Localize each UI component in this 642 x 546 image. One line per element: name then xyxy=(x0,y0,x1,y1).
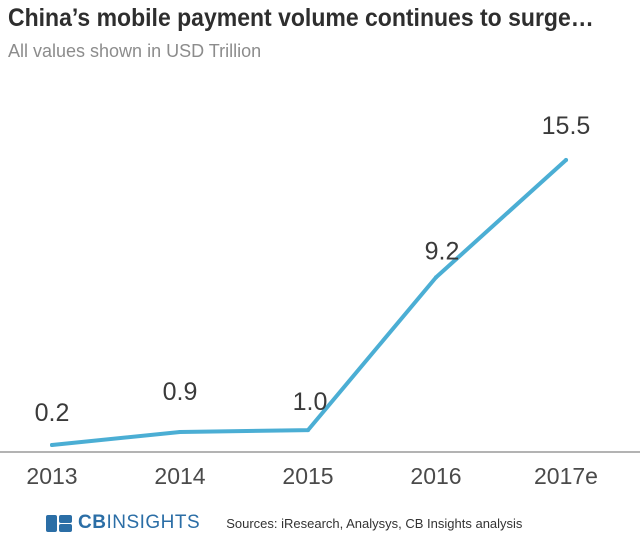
chart-footer: CBINSIGHTS Sources: iResearch, Analysys,… xyxy=(46,512,522,534)
x-tick-label: 2015 xyxy=(282,463,333,489)
data-label: 9.2 xyxy=(425,237,460,265)
data-label: 0.9 xyxy=(163,378,198,406)
brand-wordmark: CBINSIGHTS xyxy=(78,512,200,534)
x-tick-label: 2013 xyxy=(26,463,77,489)
data-point xyxy=(434,275,438,280)
data-point xyxy=(564,158,568,162)
x-tick-label: 2014 xyxy=(154,463,205,489)
data-point xyxy=(306,428,310,433)
brand-insights: INSIGHTS xyxy=(106,512,201,533)
data-label: 15.5 xyxy=(542,112,591,140)
x-tick-label: 2017e xyxy=(534,463,598,489)
data-point xyxy=(178,430,182,434)
sources-note: Sources: iResearch, Analysys, CB Insight… xyxy=(226,515,523,531)
x-tick-label: 2016 xyxy=(410,463,461,489)
chart-subtitle: All values shown in USD Trillion xyxy=(8,41,262,61)
data-label: 1.0 xyxy=(293,388,328,416)
data-point xyxy=(50,443,54,447)
brand-cb: CB xyxy=(78,512,107,533)
data-label: 0.2 xyxy=(35,399,70,427)
cb-insights-logo-icon xyxy=(46,514,72,532)
chart-title: China’s mobile payment volume continues … xyxy=(8,4,594,32)
